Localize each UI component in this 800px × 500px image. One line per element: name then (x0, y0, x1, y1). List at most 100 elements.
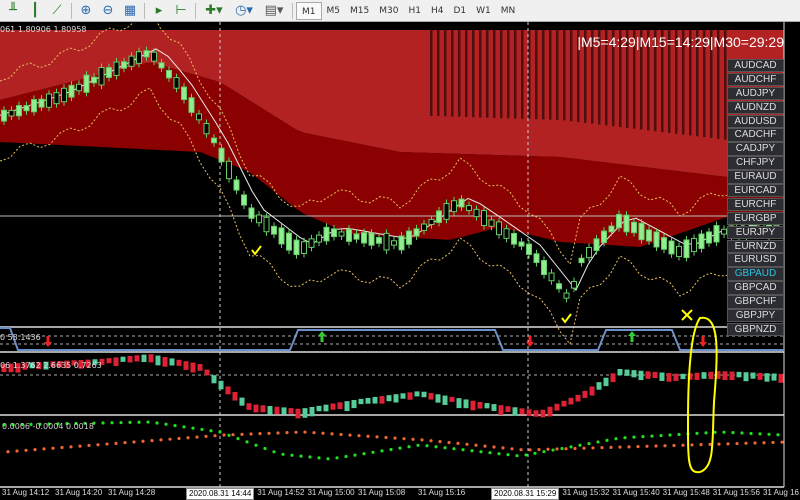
indicator-dot (600, 446, 604, 450)
timeframe-m5[interactable]: M5 (326, 5, 341, 16)
symbol-button-eurchf[interactable]: EURCHF (727, 197, 784, 212)
timeframe-d1[interactable]: D1 (453, 5, 467, 16)
indicator-dot (186, 436, 190, 440)
oscillator-candle (533, 410, 539, 417)
candle (181, 86, 187, 101)
time-axis: 31 Aug 14:12 31 Aug 14:20 31 Aug 14:28 2020… (0, 487, 800, 500)
timeframe-m1[interactable]: M1 (296, 1, 322, 20)
symbol-button-eurusd[interactable]: EURUSD (727, 253, 784, 267)
oscillator-candle (708, 371, 714, 380)
symbol-button-eurcad[interactable]: EURCAD (727, 184, 784, 198)
indicator-dot (348, 433, 352, 437)
zoom-in-icon[interactable]: ⊕ (80, 3, 92, 18)
signal-step-line (0, 327, 784, 351)
candle (593, 238, 600, 251)
tile-windows-icon[interactable]: ▦ (123, 3, 137, 18)
indicator-dot (663, 444, 667, 448)
oscillator-candle (526, 409, 532, 416)
bar-chart-icon[interactable]: ╨ (9, 3, 17, 18)
indicator-dot (24, 448, 28, 452)
toolbar: ╨ ┃ ⟋ ⊕ ⊖ ▦ ▸ ⊢ ✚▾ ◷▾ ▤▾ M1 M5 M15 M30 H1 H4 D… (0, 0, 800, 22)
indicator-dot (582, 446, 586, 450)
indicator-dot (110, 421, 114, 425)
toolbar-separator (292, 2, 293, 19)
symbol-button-chfjpy[interactable]: CHFJPY (727, 156, 784, 170)
indicator-dot (83, 421, 87, 425)
oscillator-candle (330, 403, 336, 410)
timeframe-w1[interactable]: W1 (476, 5, 491, 16)
indicator-dot (254, 443, 258, 447)
indicator-dot (218, 430, 222, 434)
zoom-out-icon[interactable]: ⊖ (102, 3, 114, 18)
symbol-button-audusd[interactable]: AUDUSD (727, 114, 784, 128)
cloud-stripe (430, 30, 433, 116)
oscillator-candle (8, 363, 14, 373)
symbol-button-gbpaud[interactable]: GBPAUD (727, 267, 784, 281)
symbol-button-cadjpy[interactable]: CADJPY (727, 142, 784, 156)
oscillator-candle (169, 358, 175, 366)
symbol-button-gbpjpy[interactable]: GBPJPY (727, 309, 784, 323)
indicator-dot (195, 435, 199, 439)
new-indicator-icon[interactable]: ✚▾ (205, 3, 223, 18)
symbol-button-gbpnzd[interactable]: GBPNZD (727, 322, 784, 337)
indicator-dot (416, 443, 420, 447)
indicator-dot (69, 445, 73, 449)
oscillator-candle (547, 406, 553, 417)
symbol-button-audcad[interactable]: AUDCAD (727, 59, 784, 73)
indicator-dot (272, 450, 276, 454)
indicator-dot (672, 443, 676, 448)
candle (226, 160, 232, 180)
oscillator-candle (428, 393, 434, 400)
indicator-dot (722, 430, 726, 434)
indicator-dot (740, 431, 744, 435)
symbol-button-gbpcad[interactable]: GBPCAD (727, 281, 784, 295)
indicator-dot (164, 422, 168, 426)
symbol-button-eurjpy[interactable]: EURJPY (727, 225, 784, 240)
timeframe-h1[interactable]: H1 (408, 5, 421, 16)
symbol-button-audnzd[interactable]: AUDNZD (727, 100, 784, 115)
symbol-button-eurgbp[interactable]: EURGBP (727, 211, 784, 226)
indicator-dot (569, 445, 573, 449)
oscillator-candle (225, 386, 231, 395)
candle (31, 99, 37, 113)
candle (166, 69, 172, 79)
symbol-button-audchf[interactable]: AUDCHF (727, 72, 784, 87)
oscillator-candle (141, 354, 147, 363)
oscillator-candle (162, 357, 168, 367)
templates-icon[interactable]: ▤▾ (264, 3, 284, 18)
oscillator-candle (673, 373, 679, 381)
indicator-dot (119, 420, 123, 425)
symbol-button-eurnzd[interactable]: EURNZD (727, 239, 784, 253)
symbol-button-cadchf[interactable]: CADCHF (727, 128, 784, 142)
indicator-dot (294, 430, 298, 434)
chart-shift-icon[interactable]: ⊢ (175, 3, 187, 18)
line-chart-icon[interactable]: ⟋ (52, 3, 62, 18)
indicator3-label: 06 1.3762 2.6635 0.7263 (0, 361, 102, 370)
cloud-stripe (486, 30, 489, 118)
symbol-button-euraud[interactable]: EURAUD (727, 170, 784, 184)
indicator-dot (393, 436, 397, 440)
indicator-dot (240, 432, 244, 436)
candle (668, 240, 675, 255)
periods-clock-icon[interactable]: ◷▾ (235, 3, 253, 18)
symbol-button-audjpy[interactable]: AUDJPY (727, 86, 784, 101)
timeframe-h4[interactable]: H4 (430, 5, 444, 16)
oscillator-candle (582, 390, 588, 398)
time-label: 2020.08.31 14:44 (186, 488, 255, 500)
oscillator-candle (78, 359, 84, 369)
indicator-dot (155, 421, 159, 425)
auto-scroll-icon[interactable]: ▸ (155, 3, 163, 18)
cloud-stripe (507, 30, 510, 119)
symbol-button-gbpchf[interactable]: GBPCHF (727, 295, 784, 309)
indicator-dot (744, 441, 748, 445)
indicator-dot (20, 422, 24, 427)
price-chart[interactable] (0, 22, 800, 500)
indicator-dot (51, 446, 55, 450)
timeframe-m30[interactable]: M30 (379, 5, 399, 16)
candlestick-icon[interactable]: ┃ (31, 3, 39, 18)
indicator-dot (128, 420, 132, 424)
timeframe-mn[interactable]: MN (500, 5, 516, 16)
timeframe-m15[interactable]: M15 (350, 5, 370, 16)
candle (98, 67, 105, 86)
cloud-stripe (563, 30, 566, 121)
